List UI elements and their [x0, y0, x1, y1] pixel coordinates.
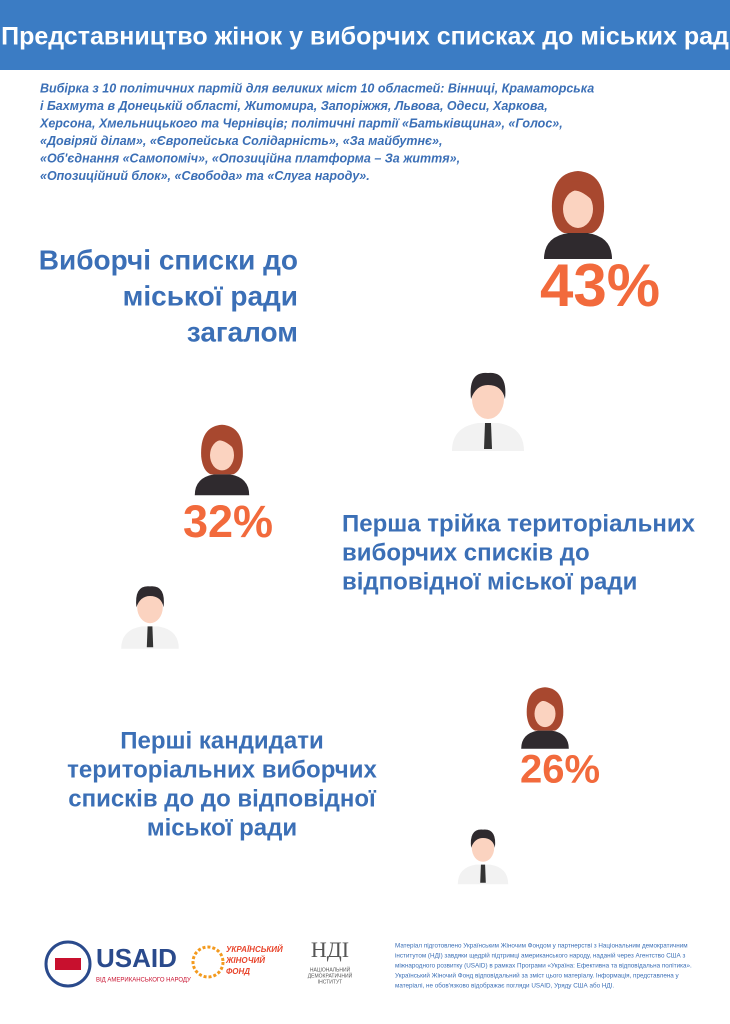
footer-note: матеріалі, не обов'язково відображає пог… [395, 982, 614, 990]
woman-icon-part [194, 474, 250, 496]
fund-logo: ЖІНОЧИЙ [225, 956, 265, 965]
man-icon-part [470, 372, 506, 399]
pie-title: Виборчі списки до [39, 244, 298, 275]
man-icon-part [472, 379, 504, 419]
footer-note: інститутом (НДІ) завдяки щедрій підтримц… [395, 952, 685, 960]
woman-icon-part [561, 181, 595, 203]
intro-line: «Об'єднання «Самопоміч», «Опозиційна пла… [40, 151, 460, 165]
pie-title: загалом [187, 316, 298, 347]
woman-icon-part [563, 190, 593, 228]
man-icon [121, 586, 179, 649]
pie-title: відповідної міської ради [342, 568, 637, 595]
intro-line: Херсона, Хмельницького та Чернівців; пол… [39, 116, 563, 130]
pie-title: списків до до відповідної [68, 785, 377, 812]
intro-line: «Опозиційний блок», «Свобода» та «Слуга … [40, 169, 370, 183]
footer-note: Український Жіночий Фонд відповідальний … [395, 972, 680, 980]
woman-icon [544, 171, 612, 259]
ndi-sub: ДЕМОКРАТИЧНИЙ [308, 971, 353, 979]
woman-icon-part [534, 700, 556, 728]
intro-line: і Бахмута в Донецькій області, Житомира,… [40, 99, 548, 113]
woman-icon-part [521, 730, 569, 749]
man-icon-part [136, 586, 164, 608]
intro-line: Вибірка з 10 політичних партій для велик… [40, 81, 594, 95]
pie-title: міської ради [147, 814, 297, 841]
fund-logo-mark [191, 945, 225, 979]
value-label: 32% [183, 496, 273, 547]
man-icon-part [484, 423, 492, 449]
fund-logo: УКРАЇНСЬКИЙ [226, 945, 283, 954]
value-label: 26% [520, 748, 600, 792]
pie-title: територіальних виборчих [67, 756, 377, 783]
woman-icon [521, 687, 569, 749]
man-icon [452, 372, 524, 451]
woman-icon-part [533, 694, 557, 710]
ndi-sub: ІНСТИТУТ [318, 979, 342, 985]
pie-title: міської ради [123, 280, 298, 311]
woman-icon [194, 424, 250, 496]
pie-title: Перші кандидати [120, 727, 324, 754]
man-icon-part [470, 829, 496, 848]
man-icon-part [480, 864, 486, 883]
pie-title: виборчих списків до [342, 539, 590, 566]
woman-icon-part [544, 233, 612, 259]
man-icon [457, 829, 509, 885]
ndi-logo: НДІ [311, 937, 349, 962]
woman-icon-part [208, 432, 236, 451]
usaid-logo: USAID [96, 943, 177, 973]
man-icon-part [146, 626, 154, 648]
footer-note: Матеріал підготовлено Українським Жіночи… [395, 942, 688, 950]
intro-line: «Довіряй ділам», «Європейська Солідарніс… [40, 134, 442, 148]
value-label: 43% [540, 252, 660, 319]
title: Представництво жінок у виборчих списках … [1, 23, 729, 51]
footer-note: міжнародного розвитку (USAID) в рамках П… [395, 962, 692, 970]
woman-icon-part [210, 440, 234, 471]
usaid-seal-mark [55, 958, 81, 970]
value-label: 68% [60, 519, 150, 570]
title-bar [0, 0, 730, 70]
fund-logo: ФОНД [226, 967, 250, 976]
usaid-sub: ВІД АМЕРИКАНСЬКОГО НАРОДУ [96, 978, 191, 984]
pie-title: Перша трійка територіальних [342, 510, 696, 537]
man-icon-part [137, 591, 163, 624]
value-label: 74% [425, 773, 505, 817]
ndi-sub: НАЦІОНАЛЬНИЙ [310, 965, 351, 973]
man-icon-part [471, 833, 495, 862]
value-label: 57% [350, 292, 470, 359]
